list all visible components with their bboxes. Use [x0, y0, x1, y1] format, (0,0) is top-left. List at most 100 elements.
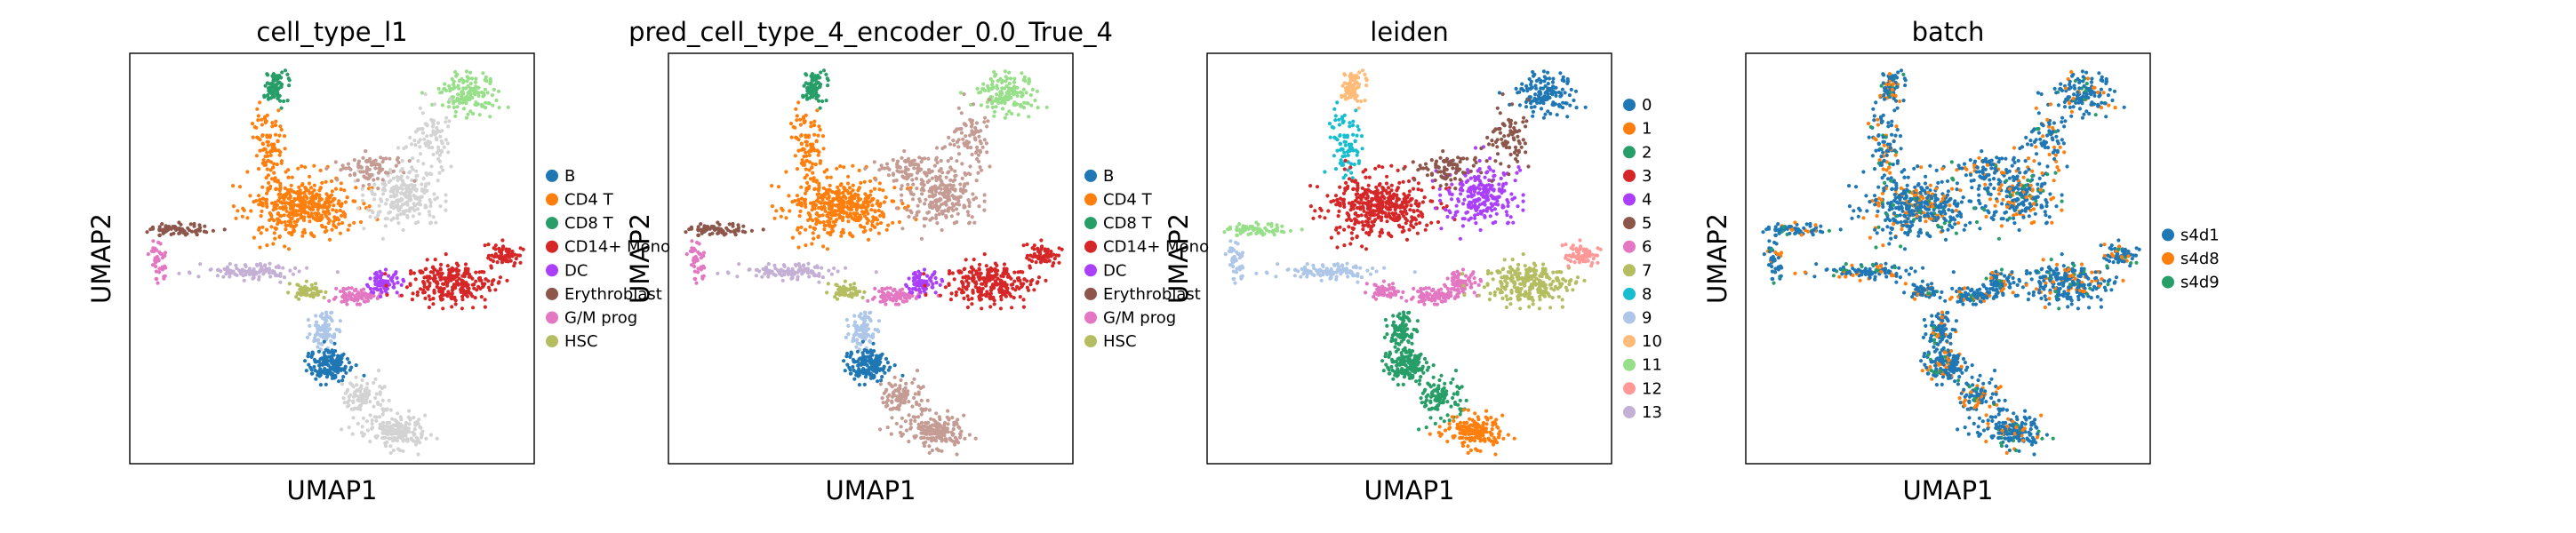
scatter-point — [257, 227, 261, 232]
scatter-point — [250, 122, 255, 126]
scatter-point — [343, 298, 348, 302]
scatter-point — [278, 124, 283, 129]
scatter-point — [283, 244, 287, 249]
scatter-point — [997, 290, 1002, 294]
scatter-point — [236, 209, 240, 213]
scatter-point — [497, 106, 501, 110]
scatter-point — [1497, 91, 1501, 95]
scatter-point — [1348, 91, 1352, 96]
scatter-point — [286, 247, 292, 251]
scatter-point — [1021, 87, 1026, 91]
scatter-point — [266, 139, 270, 144]
scatter-point — [958, 182, 963, 187]
scatter-point — [506, 259, 510, 264]
scatter-point — [302, 201, 307, 205]
scatter-point — [420, 432, 424, 436]
scatter-point — [404, 420, 409, 426]
scatter-point — [916, 274, 921, 278]
scatter-point — [831, 219, 836, 224]
scatter-point — [911, 192, 916, 196]
scatter-point — [476, 91, 481, 95]
scatter-point — [384, 283, 388, 288]
scatter-point — [922, 267, 927, 272]
scatter-point — [391, 448, 396, 453]
scatter-point — [828, 224, 832, 228]
scatter-point — [293, 210, 298, 214]
scatter-point — [297, 269, 301, 274]
scatter-point — [160, 267, 164, 272]
scatter-point — [856, 193, 860, 197]
scatter-point — [413, 130, 418, 134]
scatter-point — [337, 328, 341, 332]
scatter-point — [813, 74, 818, 78]
scatter-point — [320, 316, 325, 321]
scatter-point — [490, 93, 495, 98]
scatter-point — [379, 294, 383, 298]
scatter-point — [839, 234, 844, 238]
scatter-point — [396, 221, 401, 226]
scatter-point — [797, 231, 802, 235]
scatter-point — [943, 285, 948, 290]
scatter-point — [1049, 250, 1053, 254]
scatter-point — [337, 379, 341, 384]
scatter-point — [876, 208, 881, 213]
scatter-point — [517, 253, 523, 258]
scatter-point — [829, 272, 835, 276]
scatter-point — [986, 119, 990, 123]
scatter-point — [795, 136, 799, 140]
scatter-point — [1039, 247, 1044, 251]
scatter-point — [153, 247, 157, 251]
scatter-point — [704, 225, 708, 229]
scatter-point — [985, 105, 990, 109]
scatter-point — [920, 279, 924, 283]
scatter-point — [877, 181, 883, 186]
scatter-point — [711, 225, 716, 229]
scatter-point — [368, 276, 372, 281]
scatter-point — [981, 82, 986, 86]
scatter-point — [274, 187, 278, 192]
scatter-point — [333, 187, 339, 191]
scatter-points — [684, 68, 1064, 457]
scatter-point — [302, 230, 308, 235]
scatter-point — [923, 428, 927, 433]
scatter-point — [324, 375, 329, 379]
scatter-point — [340, 202, 344, 206]
scatter-point — [429, 117, 434, 122]
scatter-point — [1011, 86, 1015, 91]
scatter-point — [494, 98, 499, 103]
scatter-point — [352, 172, 357, 177]
scatter-point — [931, 187, 935, 191]
scatter-point — [820, 213, 825, 218]
scatter-point — [279, 220, 284, 225]
scatter-point — [438, 204, 443, 209]
scatter-point — [493, 288, 498, 292]
scatter-point — [878, 213, 883, 218]
scatter-point — [476, 102, 481, 107]
scatter-point — [265, 204, 269, 209]
scatter-point — [804, 72, 808, 76]
scatter-point — [939, 158, 943, 163]
scatter-point — [507, 247, 512, 251]
scatter-point — [708, 227, 712, 231]
scatter-point — [312, 163, 316, 168]
scatter-point — [812, 119, 817, 123]
scatter-point — [365, 282, 370, 287]
scatter-point — [868, 311, 872, 315]
scatter-point — [458, 100, 462, 105]
scatter-point — [823, 223, 828, 227]
panel-title: cell_type_l1 — [256, 17, 407, 47]
scatter-point — [285, 99, 290, 103]
scatter-point — [913, 392, 917, 396]
scatter-point — [698, 251, 703, 257]
scatter-point — [863, 325, 868, 330]
scatter-point — [268, 135, 272, 139]
scatter-point — [312, 183, 316, 187]
scatter-point — [906, 182, 910, 187]
scatter-point — [940, 449, 944, 453]
scatter-point — [949, 186, 954, 191]
scatter-point — [870, 373, 875, 378]
scatter-point — [923, 424, 927, 429]
scatter-point — [872, 160, 876, 164]
scatter-point — [1356, 76, 1361, 80]
scatter-point — [380, 282, 384, 286]
